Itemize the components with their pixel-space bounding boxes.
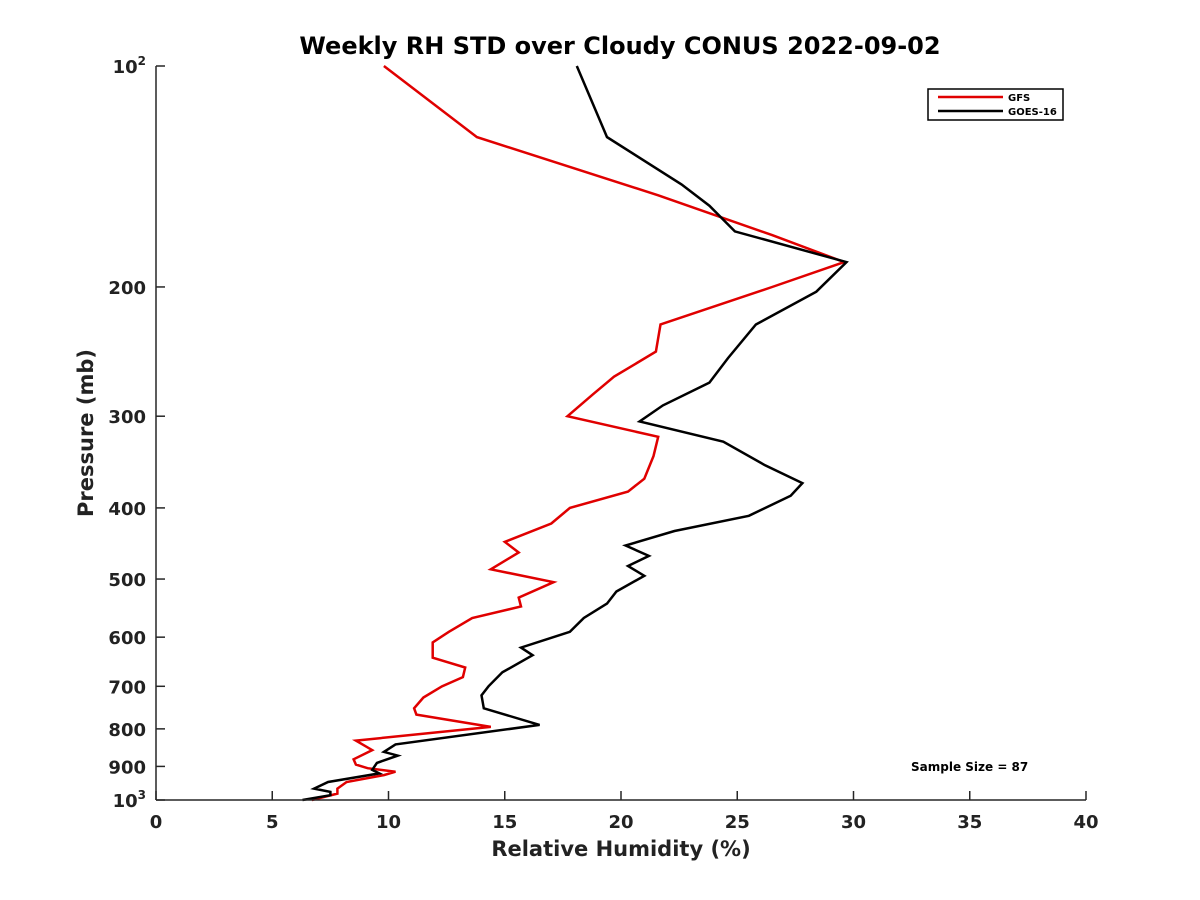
x-tick-label: 20 <box>608 812 633 833</box>
y-axis-label: Pressure (mb) <box>74 349 98 517</box>
chart-title: Weekly RH STD over Cloudy CONUS 2022-09-… <box>299 32 940 60</box>
series-line-goes-16 <box>302 65 849 802</box>
y-tick-label: 102 <box>113 54 146 78</box>
legend-box <box>927 88 1064 121</box>
y-tick-label: 500 <box>108 570 146 591</box>
x-tick-label: 40 <box>1073 812 1098 833</box>
x-tick-label: 15 <box>492 812 517 833</box>
legend-gfs-label: GFS <box>1008 93 1030 104</box>
x-axis-label: Relative Humidity (%) <box>491 837 750 861</box>
x-tick-label: 5 <box>266 812 279 833</box>
y-tick-label: 400 <box>108 499 146 520</box>
legend-goes16-label: GOES-16 <box>1008 107 1057 118</box>
x-tick-label: 0 <box>150 812 163 833</box>
y-tick-label: 300 <box>108 407 146 428</box>
series-line-gfs <box>311 65 848 802</box>
y-tick-label: 200 <box>108 278 146 299</box>
x-tick-label: 30 <box>841 812 866 833</box>
x-axis-ticks: 0 5 10 15 20 25 30 35 40 <box>150 791 1099 833</box>
series-layer <box>302 65 849 802</box>
x-tick-label: 35 <box>957 812 982 833</box>
x-tick-label: 10 <box>376 812 401 833</box>
y-tick-label: 900 <box>108 757 146 778</box>
legend: GFS GOES-16 <box>927 88 1064 121</box>
y-tick-label: 600 <box>108 628 146 649</box>
x-tick-label: 25 <box>725 812 750 833</box>
y-tick-label: 800 <box>108 720 146 741</box>
y-tick-label: 700 <box>108 677 146 698</box>
y-tick-label: 103 <box>113 788 146 812</box>
y-axis-ticks: 102 200 300 400 500 600 700 800 900 103 <box>108 54 165 812</box>
sample-size-annotation: Sample Size = 87 <box>911 760 1028 774</box>
